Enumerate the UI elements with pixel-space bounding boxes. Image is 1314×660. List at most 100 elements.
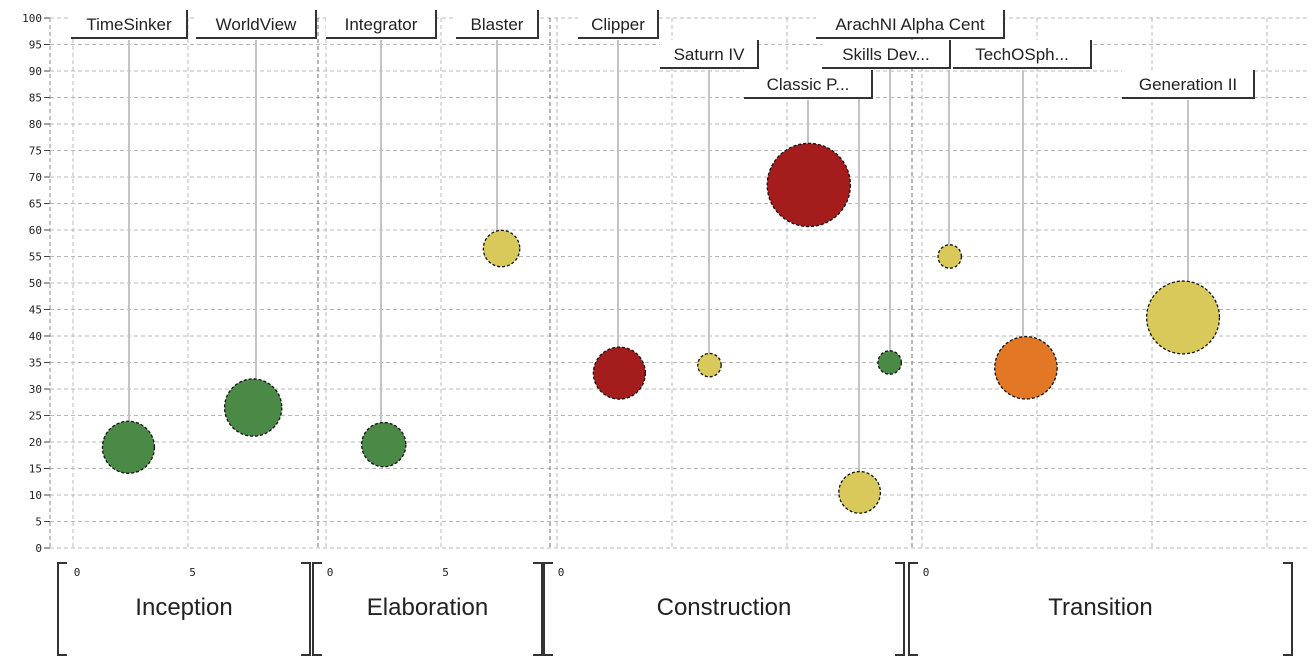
point-label-shadow [71,10,188,39]
point-label-text: Skills Dev... [842,45,930,64]
y-tick-label: 60 [29,224,42,237]
point-label-shadow [660,40,759,69]
y-tick-label: 20 [29,436,42,449]
point-label-text: TimeSinker [86,15,172,34]
y-tick-label: 25 [29,410,42,423]
y-tick-label: 40 [29,330,42,343]
bubble [877,350,902,375]
bubble [838,470,882,514]
phase-label: Transition [1048,594,1152,621]
y-axis: 0 5 10 15 20 25 30 35 40 45 50 55 60 65 70 75 80 85 90 95 10… [22,12,51,555]
point-label-text: Saturn IV [674,45,746,64]
x-tick-label: 0 [923,566,930,579]
point-label-box [660,40,758,69]
y-tick-label: 100 [22,12,42,25]
point-label-box [196,10,316,39]
point-label: ArachNI Alpha Cent [816,10,1005,39]
y-tick-label: 65 [29,198,42,211]
phase-label: Elaboration [367,594,488,621]
phase-bracket-left [312,562,322,656]
x-tick-label: 0 [327,566,334,579]
x-tick-label: 0 [74,566,81,579]
y-tick-label: 45 [29,304,42,317]
y-tick-label: 10 [29,489,42,502]
phase-label: Inception [135,594,232,621]
y-tick-label: 90 [29,65,42,78]
bubble [1145,280,1221,355]
point-label: Classic P... [744,70,873,99]
point-label-text: Generation II [1139,75,1237,94]
y-tick-label: 0 [35,542,42,555]
x-tick-label: 5 [442,566,449,579]
point-label-box [1122,70,1254,99]
bubble [697,352,722,378]
phase-bracket-left [57,562,67,656]
point-label-text: Clipper [591,15,645,34]
bubbles [101,142,1221,514]
y-tick-label: 35 [29,357,42,370]
point-label-shadow [196,10,317,39]
point-label-box [456,10,538,39]
phase-axis: Inception 0 5 Elaboration 0 5 Construction 0 Tra… [57,562,1293,656]
x-tick-label: 5 [189,566,196,579]
bubble [223,378,283,437]
point-label-text: Blaster [471,15,524,34]
y-tick-label: 80 [29,118,42,131]
point-label-shadow [816,10,1005,39]
point-label: Blaster [456,10,539,39]
point-label: TimeSinker [71,10,188,39]
point-label-box [744,70,872,99]
y-tick-label: 95 [29,39,42,52]
point-label-shadow [578,10,659,39]
point-label: WorldView [196,10,317,39]
x-tick-label: 0 [558,566,565,579]
point-label-shadow [456,10,539,39]
point-label: Generation II [1122,70,1255,99]
y-tick-label: 85 [29,92,42,105]
y-tick-label: 30 [29,383,42,396]
bubble [994,335,1058,400]
point-label-text: Integrator [345,15,418,34]
phase-bracket-left [543,562,553,656]
leader-lines [128,40,1189,472]
y-tick-label: 55 [29,251,42,264]
point-label-box [953,40,1091,69]
bubble [592,346,647,400]
point-label-box [326,10,436,39]
point-label-shadow [1122,70,1255,99]
bubble [766,142,852,228]
point-label-text: Classic P... [767,75,850,94]
y-tick-label: 70 [29,171,42,184]
point-label: Integrator [326,10,437,39]
phase-label: Construction [657,594,792,621]
y-tick-label: 75 [29,145,42,158]
point-label: TechOSph... [953,40,1092,69]
point-label: Skills Dev... [822,40,951,69]
y-tick-label: 50 [29,277,42,290]
point-label-shadow [326,10,437,39]
bubble [360,421,407,468]
grid [50,17,1308,549]
point-label-shadow [953,40,1092,69]
point-label-shadow [822,40,951,69]
point-label-box [816,10,1004,39]
point-label: Saturn IV [660,40,759,69]
bubble [101,420,156,474]
bubble [937,244,963,269]
phase-bracket-right [301,562,311,656]
point-label-box [578,10,658,39]
phase-bracket-right [533,562,543,656]
phase-bracket-right [895,562,905,656]
y-tick-label: 5 [35,516,42,529]
bubble [482,229,521,268]
point-label-box [822,40,950,69]
point-labels: TimeSinker WorldView Integrator Blaster Clip… [71,10,1255,99]
point-label-box [71,10,187,39]
point-label: Clipper [578,10,659,39]
point-label-text: ArachNI Alpha Cent [835,15,985,34]
point-label-text: WorldView [216,15,297,34]
phase-bracket-right [1283,562,1293,656]
point-label-shadow [744,70,873,99]
point-label-text: TechOSph... [975,45,1069,64]
